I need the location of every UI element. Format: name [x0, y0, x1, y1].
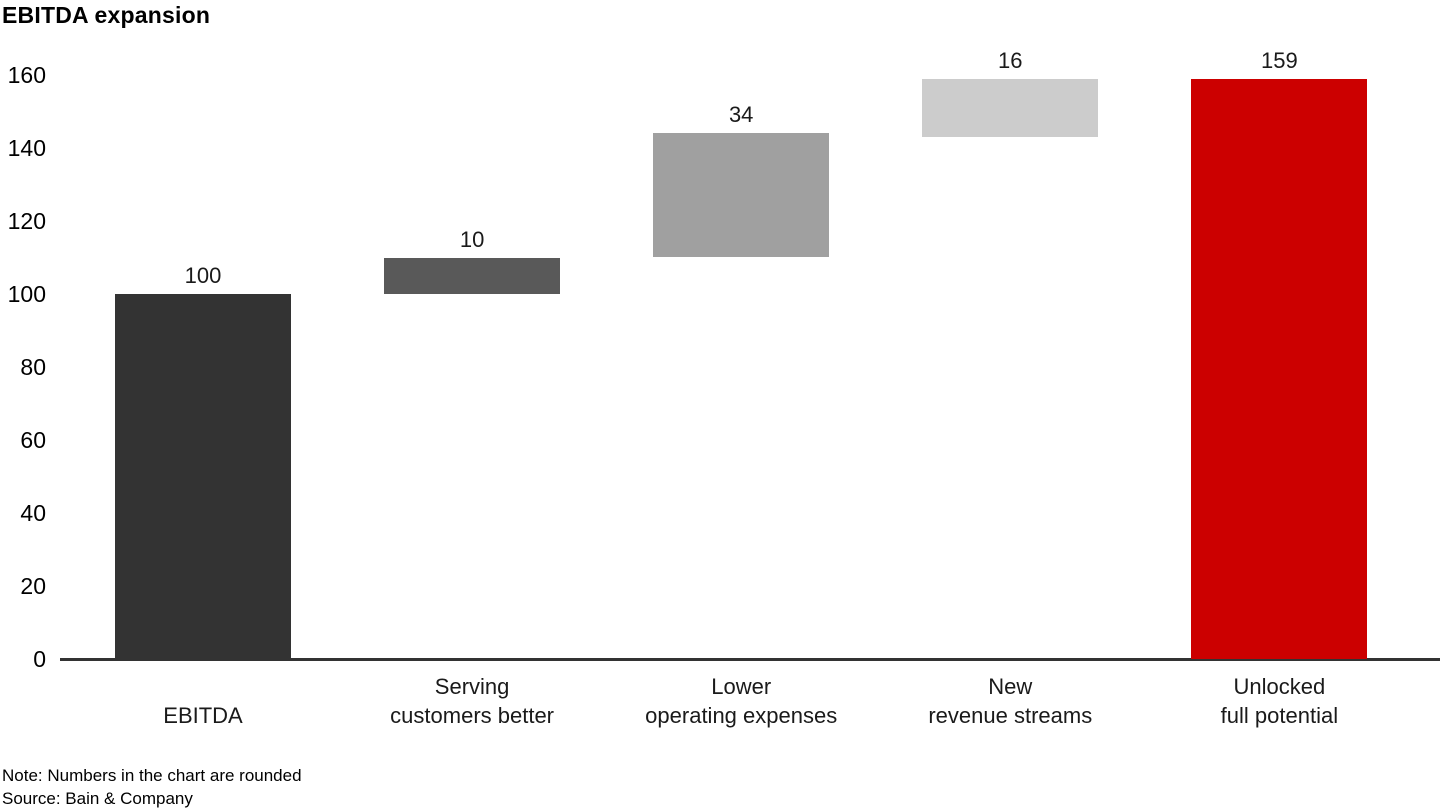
- chart-title: EBITDA expansion: [2, 2, 211, 28]
- waterfall-bar-2: [653, 133, 830, 258]
- y-axis-tick-label-160: 160: [7, 62, 46, 88]
- y-axis-tick-label-0: 0: [33, 646, 46, 672]
- bar-value-label-3: 16: [998, 47, 1023, 73]
- y-axis-tick-label-20: 20: [20, 573, 46, 599]
- x-axis-category-label-0: EBITDA: [163, 703, 243, 728]
- x-axis-category-label-4: Unlocked full potential: [1220, 674, 1339, 728]
- y-axis-tick-label-80: 80: [20, 354, 46, 380]
- x-axis-category-label-1: Serving customers better: [390, 674, 555, 728]
- waterfall-bar-3: [922, 78, 1099, 138]
- y-axis-tick-label-60: 60: [20, 427, 46, 453]
- y-axis-tick-label-120: 120: [7, 208, 46, 234]
- x-axis-line: [60, 658, 1440, 661]
- waterfall-bar-1: [384, 257, 561, 294]
- bar-value-label-4: 159: [1261, 47, 1298, 73]
- y-axis-tick-label-40: 40: [20, 500, 46, 526]
- chart-source: Source: Bain & Company: [2, 789, 193, 808]
- bar-value-label-2: 34: [728, 102, 754, 128]
- y-axis-tick-label-100: 100: [7, 281, 46, 307]
- waterfall-bar-4: [1191, 78, 1368, 659]
- x-axis-category-label-3: New revenue streams: [928, 674, 1093, 728]
- bar-value-label-1: 10: [459, 226, 485, 252]
- y-axis-tick-label-140: 140: [7, 135, 46, 161]
- waterfall-bar-0: [115, 294, 291, 659]
- bar-value-label-0: 100: [184, 263, 222, 288]
- chart-note: Note: Numbers in the chart are rounded: [2, 766, 302, 785]
- x-axis-category-label-2: Lower operating expenses: [645, 674, 838, 728]
